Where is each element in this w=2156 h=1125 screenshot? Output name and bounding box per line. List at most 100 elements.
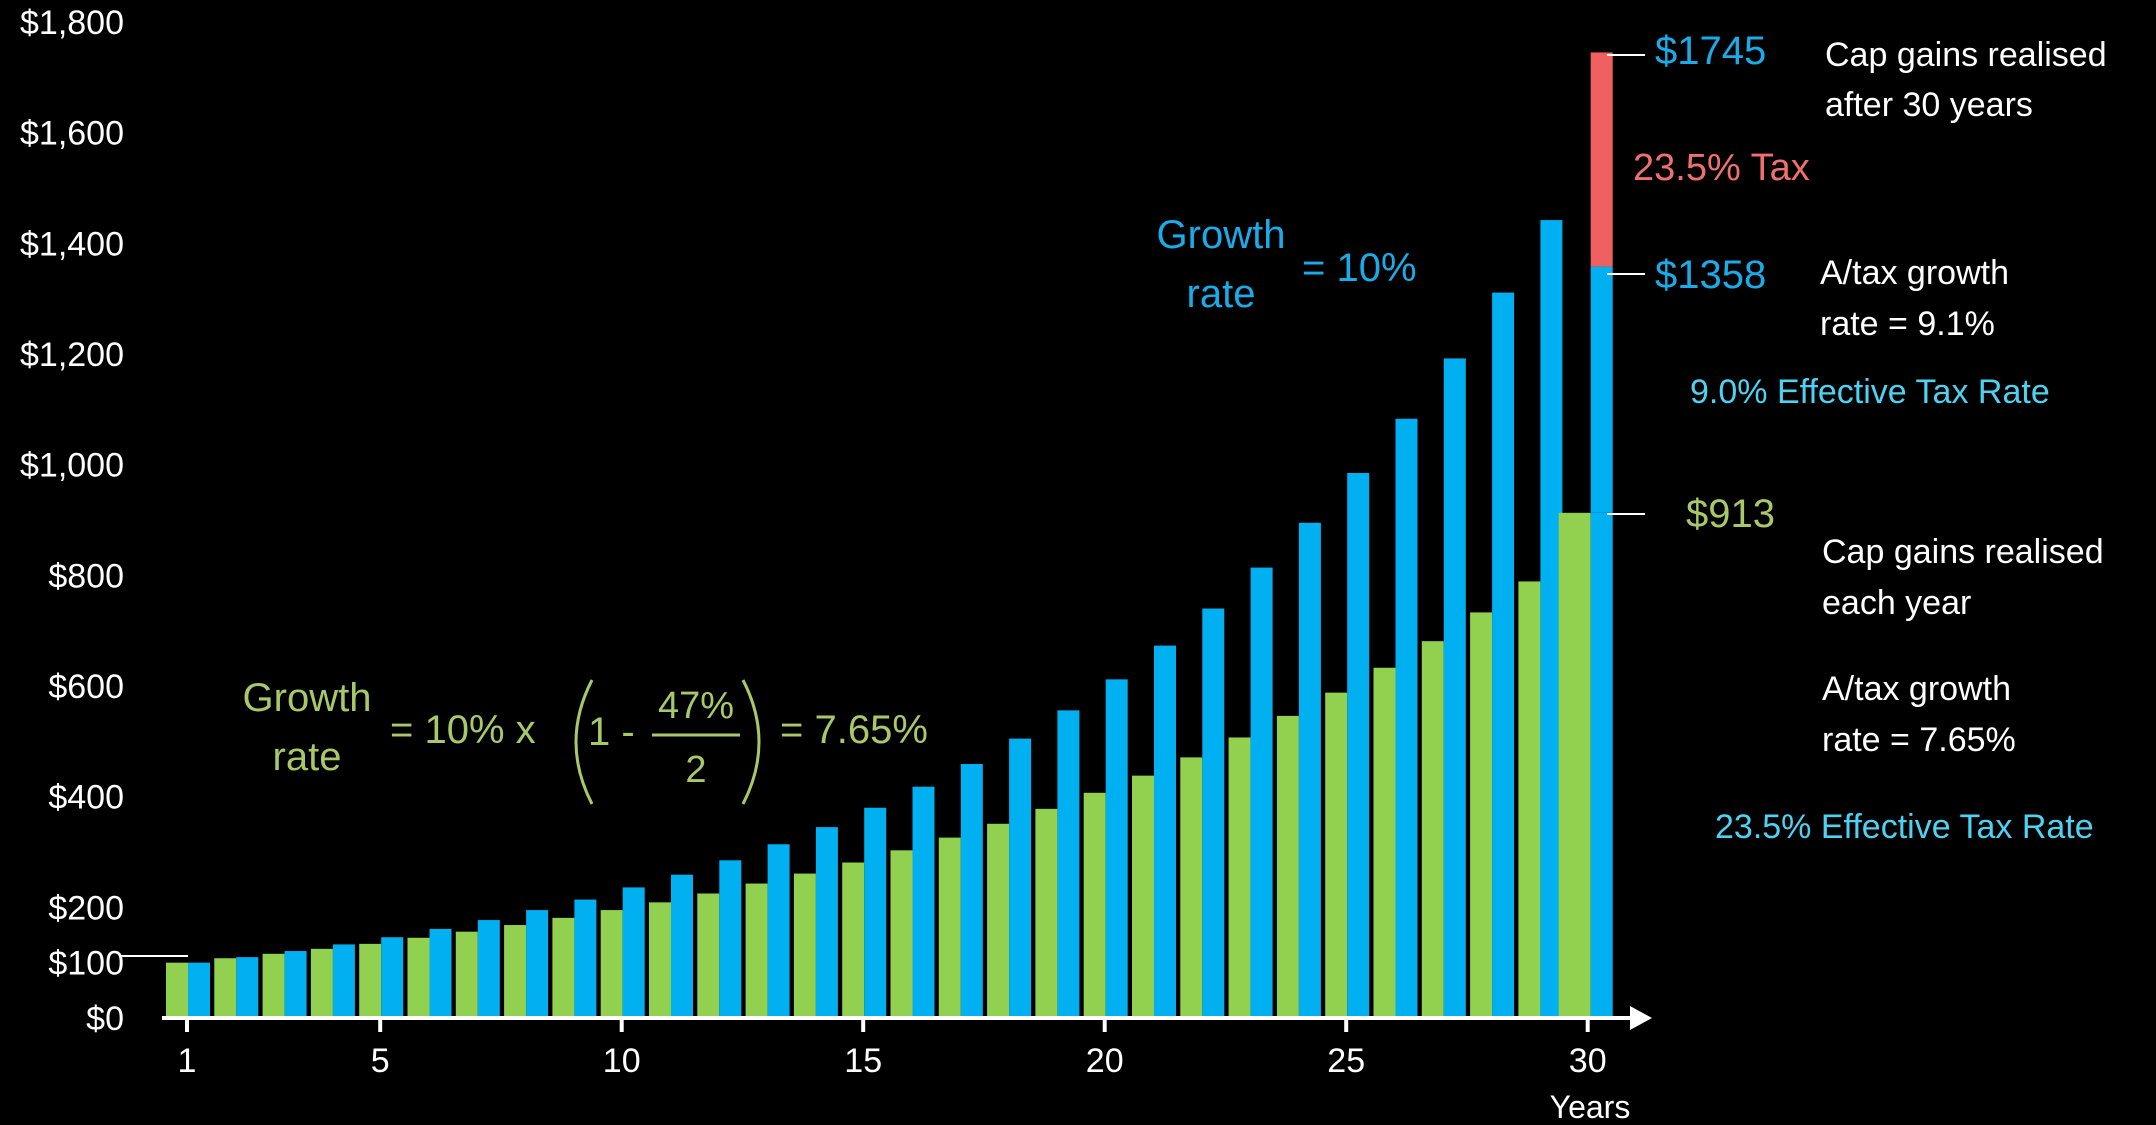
bar-green-year-25: [1325, 692, 1348, 1018]
y-tick-labels: $0 $100 $200 $400 $600 $800 $1,000 $1,200 $1,400…: [20, 4, 124, 1038]
blue-growth-equation: = 10%: [1302, 246, 1417, 290]
atax-each-line2: rate = 7.65%: [1822, 721, 2016, 759]
y-tick-label-1200: $1,200: [20, 336, 124, 374]
bar-green-year-10: [600, 910, 623, 1018]
y-tick-label-1600: $1,600: [20, 115, 124, 153]
bar-tax-year-30: [1590, 52, 1613, 267]
bars-group: [166, 52, 1613, 1019]
green-equation-right: = 7.65%: [780, 708, 928, 752]
bar-green-year-17: [938, 837, 961, 1018]
bar-blue-base-year-30: [1590, 512, 1613, 1018]
bar-blue-year-24: [1298, 522, 1321, 1018]
y-tick-label-200: $200: [48, 889, 124, 927]
value-1745-label: $1745: [1655, 29, 1766, 73]
cap-gains-30-line1: Cap gains realised: [1825, 36, 2107, 74]
bar-green-year-13: [745, 883, 768, 1018]
tax-label: 23.5% Tax: [1633, 147, 1810, 189]
bar-green-year-26: [1373, 667, 1396, 1018]
bar-blue-year-20: [1105, 679, 1128, 1018]
x-tick-label-20: 20: [1086, 1042, 1124, 1080]
bar-green-year-6: [407, 937, 430, 1018]
x-tick-label-15: 15: [844, 1042, 882, 1080]
x-axis-label: Years: [1550, 1089, 1631, 1125]
green-growth-word1: Growth: [243, 676, 372, 720]
x-axis-arrow-icon: [1630, 1006, 1652, 1030]
x-tick-label-5: 5: [371, 1042, 390, 1080]
cap-gains-30-line2: after 30 years: [1825, 86, 2033, 124]
bar-green-year-19: [1035, 808, 1058, 1018]
bar-green-year-22: [1180, 757, 1203, 1018]
y-tick-label-600: $600: [48, 668, 124, 706]
right-paren-icon: [741, 679, 761, 805]
bar-green-year-11: [649, 902, 671, 1018]
bar-green-year-28: [1470, 612, 1493, 1018]
bar-green-year-18: [987, 823, 1010, 1018]
y-tick-label-400: $400: [48, 779, 124, 817]
green-numerator: 47%: [658, 685, 734, 727]
left-paren-icon: [574, 679, 594, 805]
bar-blue-year-12: [719, 860, 742, 1018]
bar-blue-after-tax-year-30: [1590, 266, 1613, 513]
bar-blue-year-13: [767, 844, 790, 1018]
x-tick-labels: 1 5 10 15 20 25 30: [178, 1018, 1607, 1080]
effective-tax-30: 9.0% Effective Tax Rate: [1690, 373, 2050, 411]
bar-green-year-29: [1518, 581, 1541, 1018]
y-tick-label-1000: $1,000: [20, 447, 124, 485]
bar-blue-year-10: [622, 887, 645, 1018]
bar-blue-year-22: [1202, 608, 1225, 1018]
bar-blue-year-19: [1057, 710, 1080, 1018]
bar-blue-year-1: [188, 962, 210, 1018]
bar-blue-year-21: [1154, 645, 1176, 1018]
bar-green-year-3: [262, 953, 285, 1018]
x-tick-label-30: 30: [1569, 1042, 1607, 1080]
bar-green-year-4: [310, 948, 333, 1018]
value-913-label: $913: [1686, 492, 1775, 536]
bar-green-year-7: [455, 931, 478, 1018]
bar-green-year-21: [1132, 775, 1154, 1018]
blue-growth-word2: rate: [1187, 272, 1256, 316]
bar-green-year-20: [1083, 792, 1106, 1018]
bar-blue-year-14: [815, 827, 838, 1018]
bar-blue-year-11: [671, 874, 693, 1018]
effective-tax-each: 23.5% Effective Tax Rate: [1715, 808, 2094, 846]
x-tick-label-25: 25: [1327, 1042, 1365, 1080]
x-tick-label-10: 10: [603, 1042, 641, 1080]
cap-gains-each-line2: each year: [1822, 584, 1971, 622]
bar-green-year-1: [166, 962, 188, 1018]
bar-green-year-16: [890, 850, 913, 1018]
y-tick-label-1400: $1,400: [20, 225, 124, 263]
atax-each-line1: A/tax growth: [1822, 670, 2011, 708]
value-1358-label: $1358: [1655, 253, 1766, 297]
bar-green-year-9: [552, 917, 575, 1018]
bar-blue-year-18: [1009, 738, 1032, 1018]
bar-green-year-5: [359, 943, 382, 1018]
x-tick-label-1: 1: [178, 1042, 197, 1080]
bar-blue-year-3: [284, 951, 307, 1018]
bar-blue-year-16: [912, 786, 935, 1018]
bar-blue-year-7: [477, 920, 500, 1018]
y-tick-label-0: $0: [86, 1000, 124, 1038]
bar-green-year-15: [842, 862, 865, 1018]
bar-blue-year-8: [526, 910, 549, 1018]
bar-blue-year-4: [332, 944, 355, 1018]
green-denominator: 2: [685, 749, 706, 791]
bar-green-year-14: [793, 873, 816, 1018]
atax-30-line1: A/tax growth: [1820, 254, 2009, 292]
axes-group: [162, 1006, 1652, 1030]
bar-blue-year-26: [1395, 418, 1418, 1018]
bar-blue-year-9: [574, 899, 597, 1018]
bar-green-year-8: [504, 925, 527, 1018]
bar-blue-year-5: [381, 937, 404, 1018]
y-tick-label-100: $100: [48, 945, 124, 983]
bar-green-year-12: [697, 893, 720, 1018]
atax-30-line2: rate = 9.1%: [1820, 305, 1995, 343]
bar-green-year-24: [1276, 715, 1299, 1018]
bar-blue-year-29: [1540, 220, 1563, 1019]
bar-green-year-23: [1228, 737, 1251, 1018]
bar-green-year-27: [1421, 641, 1444, 1018]
bar-blue-year-6: [429, 928, 452, 1018]
bar-green-year-30: [1558, 512, 1591, 1018]
bar-blue-year-2: [236, 957, 259, 1018]
y-tick-label-1800: $1,800: [20, 4, 124, 42]
